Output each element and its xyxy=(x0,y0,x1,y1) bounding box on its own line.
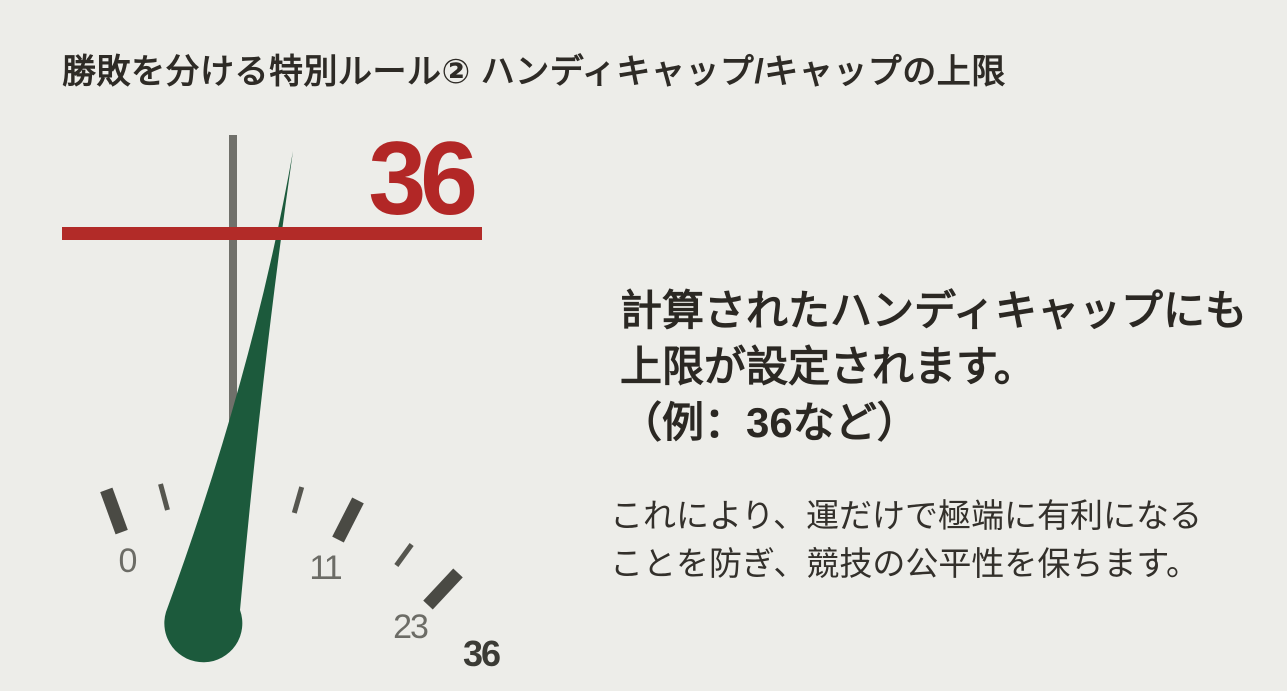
tick-mark-major xyxy=(332,497,364,543)
heading-line: 上限が設定されます。 xyxy=(620,343,1036,390)
gauge-needle-icon xyxy=(164,151,293,663)
tick-label-0: 0 xyxy=(119,542,137,580)
vertical-reference-line xyxy=(229,135,237,605)
cap-limit-line xyxy=(62,227,482,240)
body-line: これにより、運だけで極端に有利になる xyxy=(610,497,1203,534)
handicap-gauge-illustration: 36 0 11 23 36 xyxy=(62,121,502,674)
tick-label-36: 36 xyxy=(463,633,500,674)
tick-mark-major xyxy=(423,568,463,610)
heading-line: （例：36など） xyxy=(620,399,919,446)
cap-value-label: 36 xyxy=(368,121,475,237)
tick-mark-minor xyxy=(291,486,305,514)
tick-mark-minor xyxy=(394,543,414,567)
heading-line: 計算されたハンディキャップにも xyxy=(620,287,1248,334)
tick-mark-major xyxy=(100,487,128,535)
dial-ticks xyxy=(100,483,463,610)
explanation-heading: 計算されたハンディキャップにも 上限が設定されます。 （例：36など） xyxy=(620,283,1247,451)
body-line: ことを防ぎ、競技の公平性を保ちます。 xyxy=(610,545,1200,582)
tick-label-11: 11 xyxy=(309,549,341,587)
tick-label-23: 23 xyxy=(393,608,428,646)
explanation-body: これにより、運だけで極端に有利になる ことを防ぎ、競技の公平性を保ちます。 xyxy=(610,492,1202,588)
tick-mark-minor xyxy=(158,483,170,511)
slide-title: 勝敗を分ける特別ルール② ハンディキャップ/キャップの上限 xyxy=(62,53,1006,91)
